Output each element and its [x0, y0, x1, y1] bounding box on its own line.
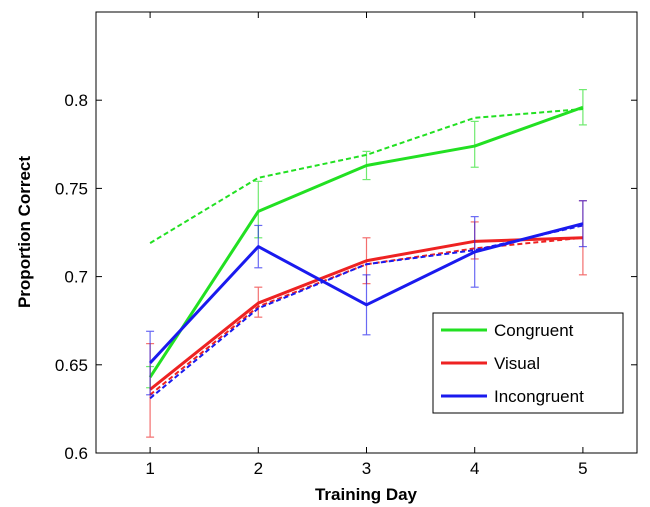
legend-label-congruent: Congruent: [494, 321, 574, 340]
series-visual-line: [149, 236, 583, 391]
y-tick-label: 0.7: [64, 268, 88, 287]
x-tick-label: 5: [578, 459, 587, 478]
series-incongruent-line: [149, 222, 584, 365]
x-tick-label: 4: [470, 459, 479, 478]
y-axis-title: Proportion Correct: [15, 156, 34, 308]
series-incongruent: [146, 200, 587, 400]
y-tick-label: 0.8: [64, 91, 88, 110]
x-axis: 1 2 3 4 5: [145, 12, 588, 478]
series-congruent-line: [148, 105, 584, 378]
legend-label-incongruent: Incongruent: [494, 387, 584, 406]
legend-label-visual: Visual: [494, 354, 540, 373]
y-axis: 0.6 0.65 0.7 0.75 0.8: [55, 91, 637, 463]
x-tick-label: 1: [145, 459, 154, 478]
series-layer: [146, 89, 587, 438]
x-axis-title: Training Day: [315, 485, 418, 504]
legend: Congruent Visual Incongruent: [432, 312, 624, 414]
y-tick-label: 0.65: [55, 356, 88, 375]
series-visual-dashed-line: [149, 236, 583, 396]
x-tick-label: 3: [362, 459, 371, 478]
x-tick-label: 2: [254, 459, 263, 478]
y-tick-label: 0.6: [64, 444, 88, 463]
error-bar-congruent: [470, 120, 479, 168]
y-tick-label: 0.75: [55, 179, 88, 198]
